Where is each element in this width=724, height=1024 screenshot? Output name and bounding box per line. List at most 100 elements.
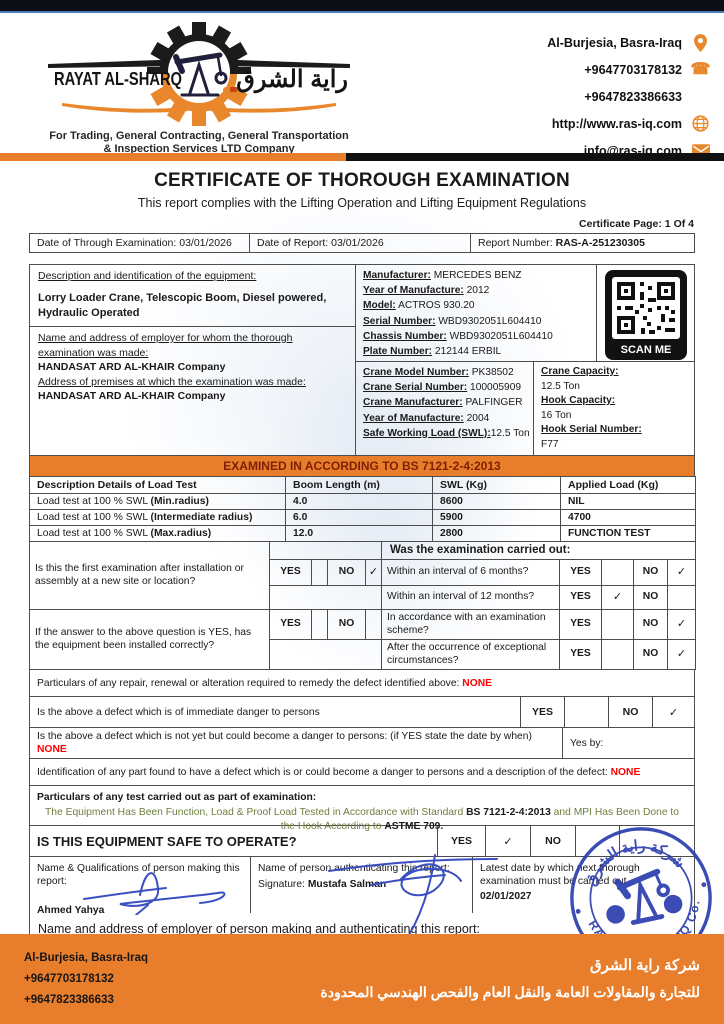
exam-date-cell: Date of Through Examination: 03/01/2026 <box>30 234 250 252</box>
capacity-field-label: Hook Serial Number: <box>541 424 642 435</box>
immediate-danger-row: Is the above a defect which is of immedi… <box>30 696 694 727</box>
next-exam-date: 02/01/2027 <box>480 891 532 902</box>
load-desc: Load test at 100 % SWL <box>37 496 151 507</box>
certificate-page-number: Certificate Page: 1 Of 4 <box>579 218 694 230</box>
footer-company-arabic: شركة راية الشرق <box>589 957 700 974</box>
identification-value: NONE <box>610 766 641 778</box>
carried-out-header: Was the examination carried out: <box>380 541 697 560</box>
tests-note: and MPI Has Been Done to the Hook Accord… <box>280 807 680 832</box>
load-test-header-row: Description Details of Load Test Boom Le… <box>29 476 696 494</box>
qr-code: SCAN ME <box>604 270 687 360</box>
footer-description-arabic: للتجارة والمقاولات العامة والنقل العام و… <box>320 984 700 1000</box>
vehicle-row: Manufacturer: MERCEDES BENZ Year of Manu… <box>356 265 694 362</box>
equipment-left-column: Description and identification of the eq… <box>30 265 356 455</box>
scheme-no-checkbox: ✓ <box>666 609 697 640</box>
yes-by-cell: Yes by: <box>562 728 694 758</box>
tagline-line1: For Trading, General Contracting, Genera… <box>49 130 349 142</box>
authenticator-sig-label: Signature: <box>258 879 308 890</box>
no-label: NO <box>633 639 668 670</box>
swl-value: 2800 <box>432 525 561 542</box>
yes-label: YES <box>559 609 602 640</box>
question-interval-6: Within an interval of 6 months? <box>381 559 560 586</box>
repair-label: Particulars of any repair, renewal or al… <box>37 677 460 689</box>
no-label: NO <box>530 826 575 856</box>
certificate-subtitle: This report complies with the Lifting Op… <box>137 196 587 210</box>
question-interval-12: Within an interval of 12 months? <box>381 585 560 610</box>
contact-address: Al-Burjesia, Basra-Iraq <box>547 35 682 50</box>
capacity-field-label: Hook Capacity: <box>541 395 616 406</box>
question-exam-scheme: In accordance with an examination scheme… <box>381 609 560 640</box>
yes-label: YES <box>269 559 312 586</box>
meta-row: Date of Through Examination: 03/01/2026 … <box>29 233 695 253</box>
standard-banner: EXAMINED IN ACCORDING TO BS 7121-2-4:201… <box>29 455 695 477</box>
qr-scan-label: SCAN ME <box>620 344 671 356</box>
maker-cell: Name & Qualifications of person making t… <box>30 857 250 916</box>
vehicle-field-label: Year of Manufacture: <box>363 285 464 297</box>
crane-field-label: Crane Model Number: <box>363 367 469 378</box>
exceptional-no-checkbox: ✓ <box>666 639 697 670</box>
location-pin-icon <box>691 33 710 52</box>
empty-cell <box>269 639 382 670</box>
no-label: NO <box>608 697 652 727</box>
yes-label: YES <box>269 609 312 640</box>
q1-no-checkbox: ✓ <box>365 559 382 586</box>
contact-website: http://www.ras-iq.com <box>551 116 682 131</box>
load-desc: Load test at 100 % SWL <box>37 512 151 523</box>
premises-value: HANDASAT ARD AL-KHAIR Company <box>38 390 226 402</box>
future-danger-label: Is the above a defect which is not yet b… <box>37 731 532 742</box>
interval6-yes-checkbox <box>601 559 634 586</box>
interval12-no-checkbox <box>666 585 697 610</box>
divider-orange <box>0 153 346 161</box>
contact-phone2: +9647823386633 <box>584 89 682 104</box>
report-date-value: 03/01/2026 <box>331 237 384 249</box>
empty-cell <box>269 541 382 560</box>
employer-of-person-label: Name and address of employer of person m… <box>38 922 480 936</box>
load-test-table: Description Details of Load Test Boom Le… <box>29 476 696 542</box>
vehicle-details: Manufacturer: MERCEDES BENZ Year of Manu… <box>356 265 597 361</box>
authenticator-cell: Name of person authenticating this repor… <box>250 854 498 936</box>
q2-no-checkbox <box>365 609 382 640</box>
tests-row: Particulars of any test carried out as p… <box>30 785 694 832</box>
empty-cell <box>269 585 382 610</box>
question-installed-correctly: If the answer to the above question is Y… <box>29 609 270 670</box>
swl-value: 8600 <box>432 493 561 510</box>
stamp-pumpjack-icon <box>606 868 683 925</box>
tests-standard: BS 7121-2-4:2013 <box>466 807 551 818</box>
capacity-field-label: Crane Capacity: <box>541 366 619 377</box>
crane-details: Crane Model Number: PK38502 Crane Serial… <box>356 362 534 455</box>
maker-name: Ahmed Yahya <box>37 905 105 916</box>
tests-label: Particulars of any test carried out as p… <box>37 792 317 803</box>
yes-label: YES <box>559 559 602 586</box>
yes-label: YES <box>520 697 564 727</box>
examination-grid: Is this the first examination after inst… <box>29 541 697 670</box>
vehicle-field-value: 212144 ERBIL <box>434 346 502 358</box>
load-test-row: Load test at 100 % SWL (Max.radius) 12.0… <box>29 525 696 542</box>
col-header-applied: Applied Load (Kg) <box>560 476 696 494</box>
crane-field-value: PK38502 <box>471 367 514 378</box>
identification-text: Identification of any part found to have… <box>30 759 694 785</box>
vehicle-field-label: Plate Number: <box>363 346 433 358</box>
equipment-description-label: Description and identification of the eq… <box>38 270 257 282</box>
immediate-danger-no-checkbox: ✓ <box>652 697 694 727</box>
vehicle-field-label: Model: <box>363 300 396 312</box>
equipment-section: Description and identification of the eq… <box>29 264 695 456</box>
vehicle-field-value: 2012 <box>466 285 490 297</box>
equipment-description-value: Lorry Loader Crane, Telescopic Boom, Die… <box>38 292 327 319</box>
vehicle-field-label: Serial Number: <box>363 315 436 327</box>
load-desc: Load test at 100 % SWL <box>37 528 151 539</box>
page-footer: Al-Burjesia, Basra-Iraq +9647703178132 +… <box>0 934 724 1024</box>
crane-field-value: PALFINGER <box>465 397 523 409</box>
immediate-danger-yes-checkbox <box>564 697 608 727</box>
certificate-title: CERTIFICATE OF THOROUGH EXAMINATION <box>154 170 570 191</box>
q2-yes-checkbox <box>311 609 328 640</box>
premises-label: Address of premises at which the examina… <box>38 375 306 388</box>
particulars-section: Particulars of any repair, renewal or al… <box>29 670 695 962</box>
capacity-field-value: 12.5 Ton <box>541 380 580 392</box>
boom-value: 4.0 <box>285 493 433 510</box>
next-exam-cell: Latest date by which next thorough exami… <box>472 857 694 913</box>
vehicle-field-label: Manufacturer: <box>363 270 431 281</box>
report-number-value: RAS-A-251230305 <box>555 237 645 249</box>
exam-date-label: Date of Through Examination: <box>37 237 177 249</box>
authenticator-name: Mustafa Salman <box>307 879 387 890</box>
report-number-cell: Report Number: RAS-A-251230305 <box>471 234 694 252</box>
